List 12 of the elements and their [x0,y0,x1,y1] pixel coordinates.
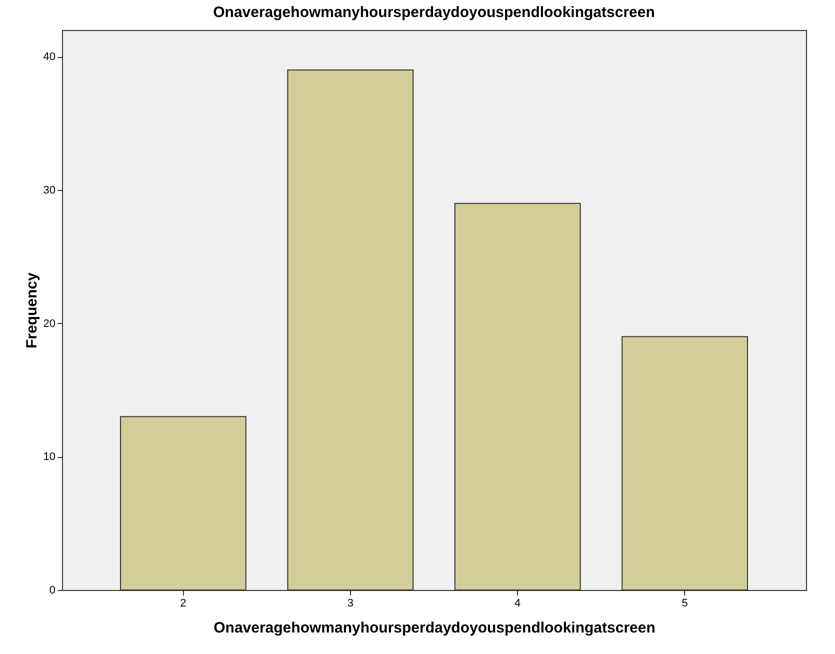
y-tick-label: 20 [43,318,56,330]
x-tick-label: 3 [347,598,354,610]
x-tick-label: 4 [514,598,521,610]
y-axis-title: Frequency [23,272,40,348]
x-tick-label: 5 [682,598,688,610]
y-tick-label: 40 [43,51,56,64]
y-tick-label: 10 [43,451,56,464]
y-tick-label: 30 [43,184,56,196]
chart-title: Onaveragehowmanyhoursperdaydoyouspendlookingatscreen [213,4,655,21]
x-tick-label: 2 [180,598,186,610]
x-axis-title: Onaveragehowmanyhoursperdaydoyouspendlookingatscreen [214,620,656,636]
y-tick-label: 0 [49,584,56,596]
